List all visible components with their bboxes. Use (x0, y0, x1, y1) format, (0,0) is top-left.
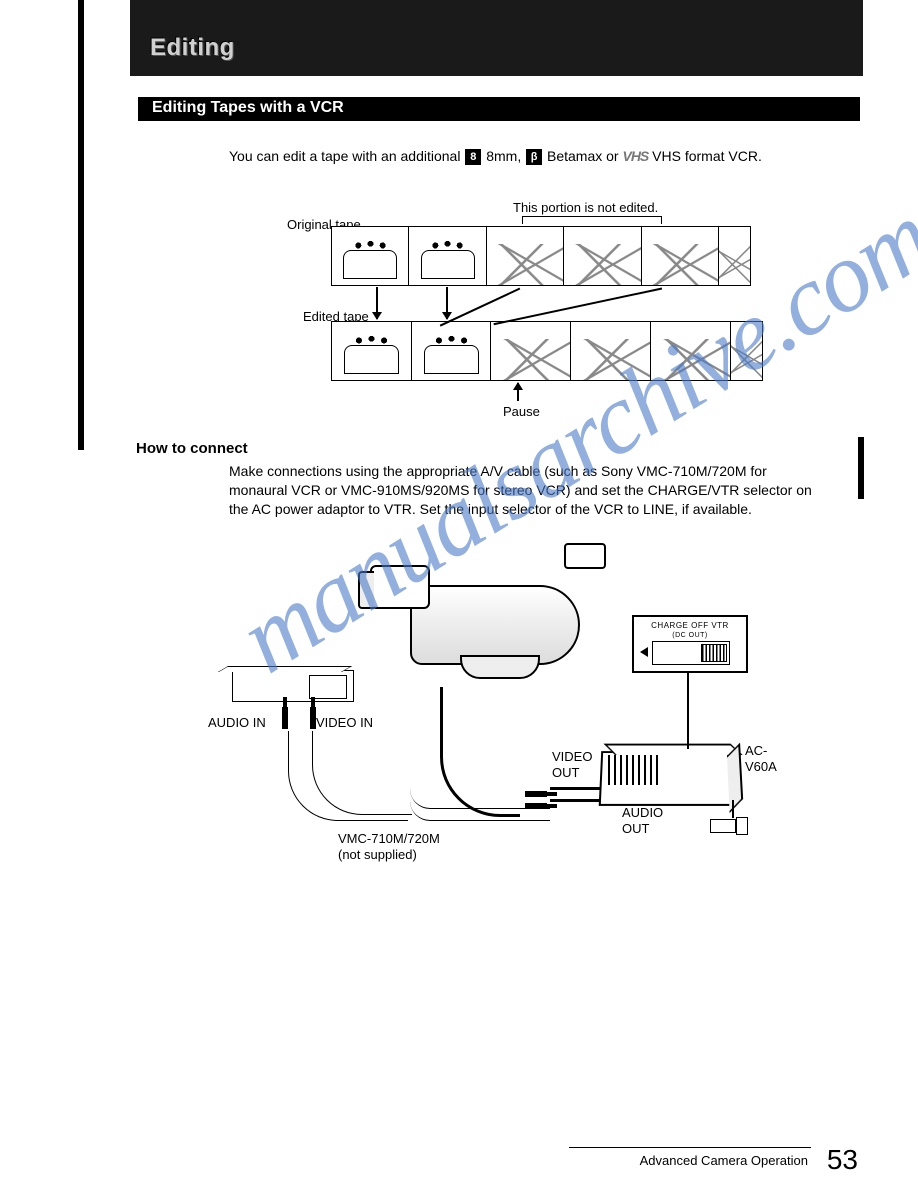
connection-diagram: CHARGE OFF VTR (DC OUT) AUDIO IN VIDEO I… (190, 555, 790, 875)
frame (570, 322, 650, 380)
rca-plugs-vcr (282, 707, 316, 729)
edited-tape-strip (331, 321, 763, 381)
plug-prongs (736, 817, 748, 835)
camcorder-grip (460, 655, 540, 679)
camcorder-body (410, 585, 580, 665)
switch-track (652, 641, 730, 665)
chapter-header-band (130, 0, 863, 76)
footer-rule (569, 1147, 811, 1148)
plug-body (710, 819, 736, 833)
audio-in-label: AUDIO IN (208, 715, 266, 731)
ac-adapter-vents (608, 755, 658, 785)
camcorder-lens (370, 565, 430, 609)
frame (641, 227, 718, 285)
pause-label: Pause (503, 404, 540, 419)
video-in-label: VIDEO IN (316, 715, 373, 731)
intro-paragraph: You can edit a tape with an additional 8… (229, 147, 818, 165)
cable-model-label: VMC-710M/720M (338, 831, 440, 847)
not-edited-label: This portion is not edited. (513, 200, 658, 215)
intro-text-pre: You can edit a tape with an additional (229, 148, 460, 164)
arrow-down-icon (376, 287, 378, 319)
frame (718, 227, 751, 285)
arrow-down-icon (446, 287, 448, 319)
audio-out-label: AUDIO OUT (622, 805, 663, 836)
frame (486, 227, 563, 285)
video-out-label: VIDEO OUT (552, 749, 592, 780)
vhs-logo: VHS (622, 148, 648, 164)
callout-line (687, 673, 689, 749)
original-tape-strip (331, 226, 751, 286)
frame (730, 322, 763, 380)
camcorder-viewfinder (564, 543, 606, 569)
frame (331, 322, 411, 380)
footer-section: Advanced Camera Operation (640, 1153, 808, 1168)
intro-beta: Betamax or (543, 148, 622, 164)
frame (331, 227, 408, 285)
switch-arrow-icon (640, 647, 648, 657)
eight-mm-icon: 8 (465, 149, 481, 165)
arrow-up-icon (517, 383, 519, 401)
page-number: 53 (827, 1144, 858, 1176)
power-plug-illustration (710, 815, 765, 837)
intro-8mm: 8mm, (482, 148, 525, 164)
chapter-title: Editing (150, 34, 235, 62)
cable-to-adapter (410, 789, 550, 809)
how-to-connect-body: Make connections using the appropriate A… (229, 462, 818, 519)
betamax-icon: β (526, 149, 542, 165)
intro-post: VHS format VCR. (648, 148, 762, 164)
ac-model-label: AC-V60A (745, 743, 790, 774)
bracket-not-edited (522, 216, 662, 224)
how-to-connect-heading: How to connect (136, 440, 248, 457)
switch-knob (701, 644, 727, 662)
switch-label: CHARGE OFF VTR (DC OUT) (634, 621, 746, 639)
not-supplied-label: (not supplied) (338, 847, 417, 863)
vcr-illustration (232, 670, 354, 702)
frame (411, 322, 491, 380)
frame (490, 322, 570, 380)
camcorder-illustration (370, 555, 600, 705)
skip-line (494, 288, 663, 325)
plug-cord (732, 800, 734, 818)
rca-plug-icon (282, 707, 288, 729)
binding-edge (78, 0, 84, 450)
cable-segment (550, 799, 600, 802)
page-edge-tab (858, 437, 864, 499)
frame (650, 322, 730, 380)
cable-segment (550, 787, 600, 790)
charge-vtr-switch-inset: CHARGE OFF VTR (DC OUT) (632, 615, 748, 673)
section-title: Editing Tapes with a VCR (152, 99, 344, 117)
switch-label-text: CHARGE OFF VTR (651, 621, 729, 630)
frame (563, 227, 640, 285)
switch-sublabel: (DC OUT) (672, 632, 708, 639)
frame (408, 227, 485, 285)
